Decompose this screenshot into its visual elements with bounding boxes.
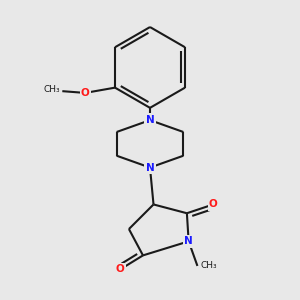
Text: CH₃: CH₃: [44, 85, 61, 94]
Text: CH₃: CH₃: [201, 261, 217, 270]
Text: N: N: [146, 163, 154, 172]
Text: O: O: [209, 200, 218, 209]
Text: N: N: [146, 115, 154, 125]
Text: O: O: [81, 88, 89, 98]
Text: O: O: [116, 264, 124, 274]
Text: N: N: [184, 236, 193, 246]
